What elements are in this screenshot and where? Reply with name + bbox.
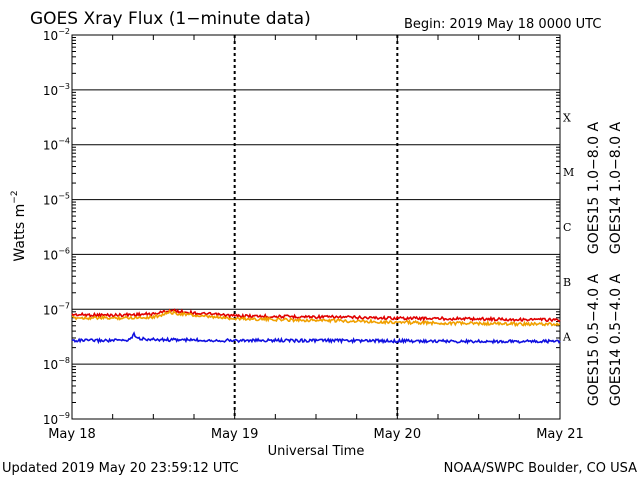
y-axis-label-sup: −2 <box>10 190 20 203</box>
x-tick-label: May 18 <box>48 427 96 442</box>
x-axis-label: Universal Time <box>268 444 365 459</box>
begin-date-label: Begin: 2019 May 18 0000 UTC <box>404 17 601 32</box>
series-line-3 <box>71 331 561 345</box>
x-tick-label: May 21 <box>536 427 584 442</box>
legend-short-14: GOES14 0.5−4.0 A <box>608 274 624 407</box>
y-tick-label: 10−6 <box>43 246 70 262</box>
flare-class-label: C <box>563 221 571 234</box>
y-tick-label: 10−4 <box>43 137 70 153</box>
y-tick-label: 10−9 <box>43 411 70 427</box>
legend-long: GOES15 1.0−8.0 A <box>586 122 602 255</box>
credit-label: NOAA/SWPC Boulder, CO USA <box>444 461 637 476</box>
flare-class-label: X <box>563 111 571 124</box>
series-line-1 <box>71 308 561 323</box>
y-axis-label: Watts m−2 <box>10 190 28 261</box>
legend-goes15-short: GOES15 0.5−4.0 A <box>586 274 602 407</box>
y-tick-label: 10−7 <box>43 301 70 317</box>
chart-title: GOES Xray Flux (1−minute data) <box>30 9 311 29</box>
legend-goes14-long: GOES14 1.0−8.0 A <box>608 122 624 255</box>
plot-frame <box>71 34 561 420</box>
y-tick-label: 10−2 <box>43 27 70 43</box>
svg-text:Watts m−2: Watts m−2 <box>10 190 28 261</box>
x-tick-label: May 20 <box>374 427 422 442</box>
y-axis-label-text: Watts m <box>12 204 28 262</box>
legend-long-14: GOES14 1.0−8.0 A <box>608 122 624 255</box>
legend-short: GOES15 0.5−4.0 A <box>586 274 602 407</box>
updated-timestamp: Updated 2019 May 20 23:59:12 UTC <box>2 461 239 476</box>
legend-goes15-long: GOES15 1.0−8.0 A <box>586 122 602 255</box>
y-tick-label: 10−8 <box>43 356 70 372</box>
x-tick-label: May 19 <box>211 427 259 442</box>
flare-class-label: B <box>563 276 571 289</box>
y-tick-label: 10−3 <box>43 82 70 98</box>
y-tick-label: 10−5 <box>43 192 70 208</box>
legend-goes14-short: GOES14 0.5−4.0 A <box>608 274 624 407</box>
flare-class-label: A <box>562 331 572 344</box>
flare-class-label: M <box>563 166 574 179</box>
series-line-2 <box>71 309 561 328</box>
